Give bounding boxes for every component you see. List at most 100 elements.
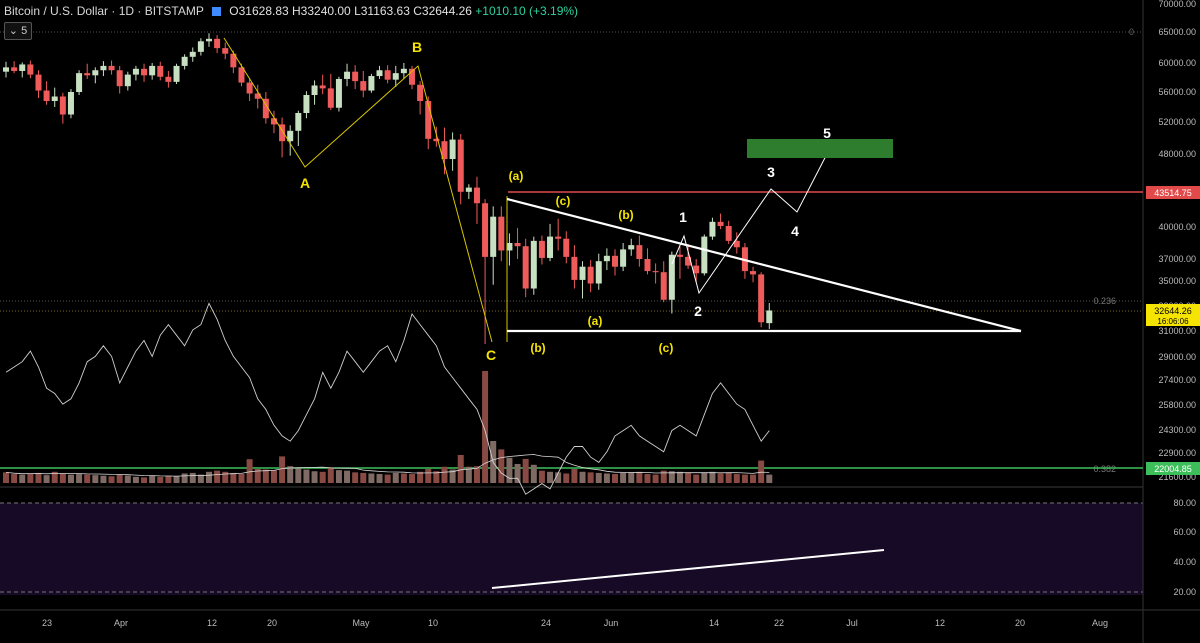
price-tick-label: 40000.00 (1158, 222, 1196, 232)
volume-bar (693, 474, 700, 483)
exchange-flag-icon (211, 7, 221, 16)
volume-bar (579, 471, 586, 483)
volume-bar (100, 475, 107, 483)
volume-bar (547, 471, 554, 483)
volume-bar (246, 459, 253, 483)
candle-body (660, 272, 667, 300)
candle-body (490, 216, 497, 257)
candle-body (319, 85, 326, 89)
volume-bar (67, 474, 74, 483)
candle-body (506, 243, 513, 251)
volume-bar (270, 470, 277, 483)
wave-label: B (412, 39, 422, 55)
candle-body (270, 118, 277, 125)
wave-label: 1 (679, 209, 687, 225)
volume-bar (563, 473, 570, 483)
impulse-wave-path (671, 149, 830, 295)
candle-body (628, 245, 635, 250)
price-tick-label: 70000.00 (1158, 0, 1196, 9)
chart-header: Bitcoin / U.S. Dollar · 1D · BITSTAMP O3… (4, 4, 578, 18)
countdown-label: 16:06:06 (1157, 317, 1189, 326)
volume-bar (19, 474, 26, 483)
volume-bar (262, 469, 269, 483)
wave-label: A (300, 175, 310, 191)
candle-body (709, 221, 716, 237)
candle-body (51, 96, 58, 101)
green-level-tag (1146, 462, 1200, 475)
candle-body (530, 240, 537, 289)
candle-body (766, 310, 773, 324)
volume-bar (295, 468, 302, 483)
target-zone (747, 139, 893, 158)
resistance-tag-label: 43514.75 (1154, 188, 1192, 198)
candle-body (311, 85, 318, 95)
candle-body (538, 240, 545, 258)
candle-body (295, 113, 302, 131)
volume-bar (116, 474, 123, 483)
price-tick-label: 65000.00 (1158, 27, 1196, 37)
volume-bar (51, 471, 58, 483)
volume-bar (311, 471, 318, 483)
volume-bar (3, 472, 9, 483)
price-tick-label: 27400.00 (1158, 375, 1196, 385)
candle-body (644, 259, 651, 272)
candle-body (384, 70, 391, 80)
volume-bar (652, 474, 659, 483)
candle-body (246, 82, 253, 94)
volume-bar (35, 472, 42, 483)
rsi-line (5, 302, 770, 495)
wave-label: 3 (767, 164, 775, 180)
symbol-title[interactable]: Bitcoin / U.S. Dollar · 1D · BITSTAMP (4, 4, 204, 18)
candle-body (76, 73, 83, 92)
fib-382-label: 0.382 (1093, 464, 1116, 474)
candle-body (238, 67, 245, 83)
candle-body (449, 139, 456, 160)
time-tick-label: 24 (541, 618, 551, 628)
triangle-upper-line (506, 197, 1022, 333)
wave-label: (a) (509, 169, 524, 183)
wave-label: 2 (694, 303, 702, 319)
candle-body (587, 266, 594, 284)
price-tick-label: 24300.00 (1158, 425, 1196, 435)
price-tick-label: 37000.00 (1158, 254, 1196, 264)
candle-body (555, 236, 562, 239)
candle-body (685, 256, 692, 266)
time-tick-label: 20 (267, 618, 277, 628)
volume-bar (717, 473, 724, 483)
fib-0-label: 0 (1129, 27, 1134, 37)
volume-bar (92, 475, 99, 483)
time-tick-label: 20 (1015, 618, 1025, 628)
volume-bar (149, 476, 156, 483)
wave-label: (c) (556, 194, 571, 208)
volume-bar (352, 472, 359, 483)
candle-body (612, 255, 618, 267)
volume-bar (59, 473, 66, 483)
candle-body (400, 68, 407, 74)
volume-bar (344, 470, 351, 483)
volume-bar (433, 471, 440, 483)
wave-label: 5 (823, 125, 831, 141)
resistance-tag (1146, 186, 1200, 199)
volume-bar (709, 471, 716, 483)
volume-bar (725, 472, 732, 483)
price-tick-label: 31000.00 (1158, 326, 1196, 336)
wave-label: 4 (791, 223, 799, 239)
candle-body (27, 64, 34, 75)
volume-bar (766, 474, 773, 483)
volume-bar (676, 471, 683, 483)
price-tick-label: 22900.00 (1158, 448, 1196, 458)
volume-bar (530, 464, 537, 483)
volume-bar (197, 474, 204, 483)
volume-bar (11, 474, 18, 483)
interval-button[interactable]: ⌄ 5 (4, 22, 32, 40)
volume-bar (701, 472, 708, 483)
time-tick-label: 22 (774, 618, 784, 628)
volume-bar (441, 466, 448, 483)
volume-bar (538, 470, 545, 483)
candle-body (116, 70, 123, 87)
volume-bar (741, 474, 748, 483)
candle-body (181, 56, 188, 66)
price-tick-label: 25800.00 (1158, 400, 1196, 410)
volume-bar (376, 474, 383, 483)
